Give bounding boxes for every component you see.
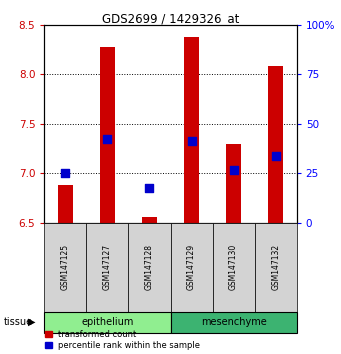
Bar bbox=[44, 312, 170, 333]
Text: GSM147130: GSM147130 bbox=[229, 244, 238, 290]
Text: mesenchyme: mesenchyme bbox=[201, 317, 266, 327]
Bar bbox=[129, 223, 170, 312]
Text: tissue: tissue bbox=[3, 317, 32, 327]
Bar bbox=[226, 144, 241, 223]
Point bbox=[273, 153, 278, 159]
Text: GSM147132: GSM147132 bbox=[271, 244, 280, 290]
Bar bbox=[184, 37, 199, 223]
Bar bbox=[44, 223, 86, 312]
Point bbox=[189, 138, 194, 144]
Bar bbox=[268, 67, 283, 223]
Legend: transformed count, percentile rank within the sample: transformed count, percentile rank withi… bbox=[45, 330, 201, 350]
Text: GSM147129: GSM147129 bbox=[187, 244, 196, 290]
Text: GSM147128: GSM147128 bbox=[145, 244, 154, 290]
Bar bbox=[170, 312, 297, 333]
Point bbox=[63, 171, 68, 176]
Text: GSM147125: GSM147125 bbox=[61, 244, 70, 290]
Text: epithelium: epithelium bbox=[81, 317, 134, 327]
Bar bbox=[86, 223, 129, 312]
Point bbox=[147, 185, 152, 191]
Bar bbox=[58, 185, 73, 223]
Bar bbox=[100, 47, 115, 223]
Text: ▶: ▶ bbox=[28, 317, 35, 327]
Bar bbox=[255, 223, 297, 312]
Point bbox=[105, 136, 110, 142]
Bar bbox=[170, 223, 212, 312]
Point bbox=[231, 168, 236, 173]
Title: GDS2699 / 1429326_at: GDS2699 / 1429326_at bbox=[102, 12, 239, 25]
Bar bbox=[212, 223, 255, 312]
Text: GSM147127: GSM147127 bbox=[103, 244, 112, 290]
Bar bbox=[142, 217, 157, 223]
